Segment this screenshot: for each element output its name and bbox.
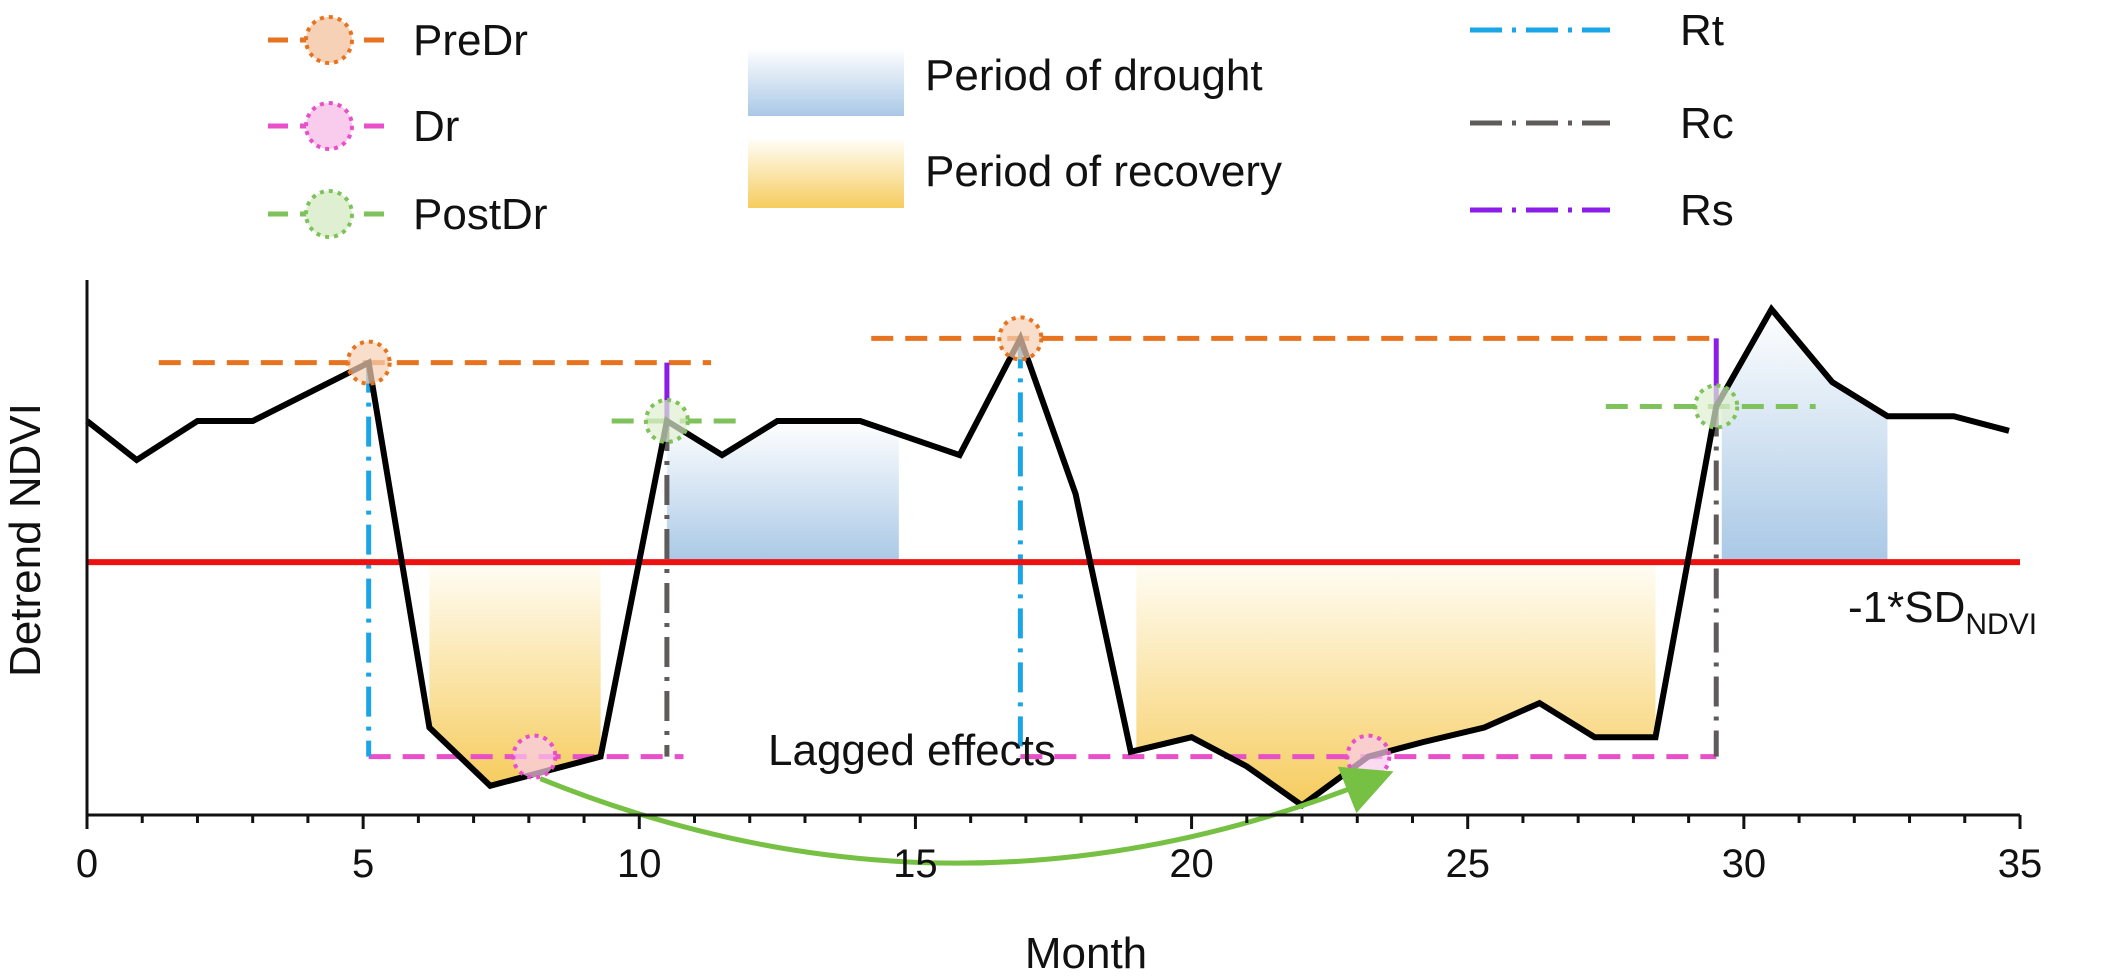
legend-label-dr: Dr [413, 102, 459, 151]
x-tick-label: 35 [1998, 842, 2043, 886]
legend: PreDr Dr PostDr Period of drought Period… [268, 6, 1734, 239]
predr-marker-1 [345, 339, 392, 386]
recovery-period-fill-1 [429, 562, 601, 786]
recovery-period-fill-2 [1136, 562, 1656, 806]
legend-item-dr: Dr [268, 101, 459, 151]
lagged-effects-arrow [539, 766, 1394, 866]
legend-item-rt: Rt [1470, 6, 1724, 55]
x-tick-label: 20 [1169, 842, 1214, 886]
legend-item-rc: Rc [1470, 99, 1734, 148]
legend-label-rt: Rt [1680, 6, 1724, 55]
drought-period-fill-2 [1721, 309, 1888, 563]
x-tick-label: 30 [1722, 842, 1767, 886]
dr-marker-1 [511, 733, 558, 780]
x-tick-label: 25 [1445, 842, 1490, 886]
x-tick-label: 0 [76, 842, 98, 886]
legend-item-postdr: PostDr [268, 189, 547, 239]
legend-item-rs: Rs [1470, 186, 1734, 235]
legend-item-recovery: Period of recovery [748, 140, 1282, 208]
legend-label-recovery: Period of recovery [925, 147, 1282, 196]
x-tick-label: 10 [617, 842, 662, 886]
threshold-label: -1*SDNDVI [1848, 583, 2037, 641]
dr-marker-2 [1345, 733, 1392, 780]
x-axis-title: Month [1025, 929, 1147, 978]
axes: 0 5 10 15 20 25 30 35 Month Detrend NDVI [1, 280, 2042, 978]
plot-area [85, 303, 2020, 866]
legend-label-rc: Rc [1680, 99, 1734, 148]
postdr-marker-1 [643, 398, 690, 445]
x-tick-label: 15 [893, 842, 938, 886]
x-tick-label: 5 [352, 842, 374, 886]
lagged-effects-label: Lagged effects [768, 726, 1056, 775]
predr-marker-2 [997, 315, 1044, 362]
y-axis-title: Detrend NDVI [1, 403, 50, 677]
legend-item-predr: PreDr [268, 15, 528, 65]
postdr-marker-2 [1693, 383, 1740, 430]
legend-label-postdr: PostDr [413, 190, 547, 239]
legend-item-drought: Period of drought [748, 48, 1263, 116]
legend-label-rs: Rs [1680, 186, 1734, 235]
legend-label-drought: Period of drought [925, 51, 1263, 100]
legend-label-predr: PreDr [413, 16, 528, 65]
